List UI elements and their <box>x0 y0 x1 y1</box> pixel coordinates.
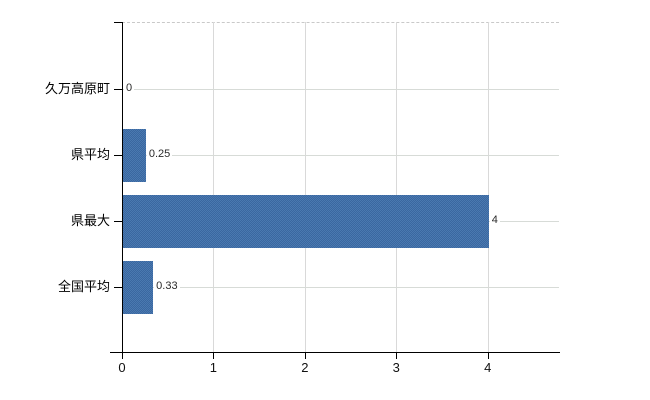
x-axis <box>110 352 560 353</box>
y-axis-top-tick <box>114 22 122 23</box>
plot-area: 0 1 2 3 4 久万高原町 0 県平均 0.25 県最大 4 全国平均 0.33 <box>45 22 560 375</box>
x-gridline <box>304 22 306 352</box>
y-axis-tick <box>114 287 122 288</box>
category-row-line <box>123 287 559 288</box>
y-axis <box>122 22 123 352</box>
y-axis-tick <box>114 221 122 222</box>
y-axis-tick <box>114 155 122 156</box>
x-tick-label: 4 <box>484 360 492 375</box>
category-label: 全国平均 <box>57 279 110 294</box>
category-row-line <box>123 155 559 156</box>
x-tick-label: 2 <box>301 360 309 375</box>
plot-top-border <box>122 22 559 23</box>
value-label: 4 <box>489 213 500 228</box>
x-gridline <box>487 22 489 352</box>
bar <box>123 128 146 182</box>
x-tick-label: 3 <box>392 360 400 375</box>
x-tick-label: 1 <box>209 360 218 375</box>
x-tick-label: 0 <box>118 360 126 375</box>
x-axis-tick <box>213 353 215 359</box>
category-label: 久万高原町 <box>44 81 110 96</box>
y-axis-tick <box>114 89 122 90</box>
x-gridline <box>396 22 398 352</box>
category-row-line <box>123 89 559 90</box>
x-axis-tick <box>122 353 123 359</box>
x-axis-tick <box>487 353 489 359</box>
x-axis-tick <box>304 353 306 359</box>
category-label: 県最大 <box>70 213 110 228</box>
value-label: 0.33 <box>154 279 180 294</box>
x-gridline <box>213 22 215 352</box>
value-label: 0 <box>124 81 135 96</box>
x-axis-tick <box>396 353 398 359</box>
bar <box>123 194 489 248</box>
category-label: 県平均 <box>70 147 110 162</box>
bar <box>123 260 154 314</box>
value-label: 0.25 <box>146 147 173 162</box>
